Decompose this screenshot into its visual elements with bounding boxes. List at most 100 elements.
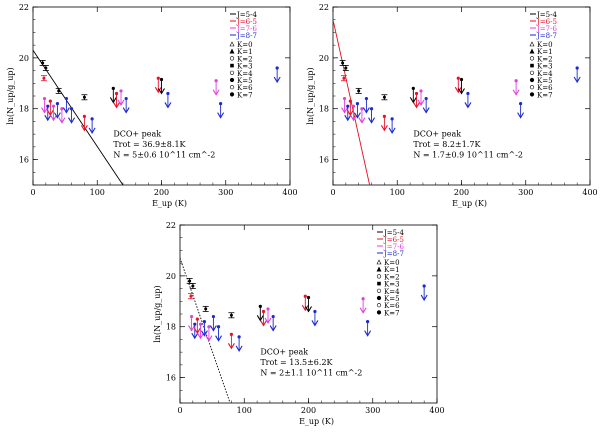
y-tick-label: 18: [319, 105, 329, 114]
x-tick-label: 100: [237, 406, 252, 415]
upper-limit-arrowhead: [80, 125, 88, 132]
fit-line: [33, 49, 124, 185]
upper-limit-arrowhead: [269, 325, 277, 332]
detection-point: [191, 284, 195, 288]
legend-k-label: K=5: [384, 295, 400, 303]
x-tick-label: 100: [90, 188, 105, 197]
upper-limit-arrowhead: [46, 109, 54, 117]
upper-limit-arrowhead: [212, 89, 220, 96]
legend-transition-label: J=7-6: [536, 25, 557, 33]
upper-limit-arrowhead: [53, 112, 61, 119]
legend-symbol: [229, 70, 235, 75]
upper-limit-arrowhead: [417, 99, 425, 106]
y-tick-label: 22: [166, 221, 176, 230]
x-tick-label: 100: [390, 188, 405, 197]
detection-point: [341, 61, 345, 65]
legend-k-label: K=4: [237, 70, 253, 78]
upper-limit-arrowhead: [68, 117, 76, 124]
upper-limit-arrowhead: [191, 332, 199, 340]
x-tick-label: 400: [282, 188, 297, 197]
legend-transition-label: J=6-5: [383, 236, 404, 244]
detection-point: [57, 89, 61, 93]
legend-k-label: K=5: [537, 77, 553, 85]
detection-point: [344, 66, 348, 70]
upper-limit-arrowhead: [512, 89, 520, 96]
upper-limit-arrowhead: [454, 86, 462, 94]
upper-limit-arrowhead: [264, 317, 272, 324]
legend-k-label: K=7: [537, 91, 553, 99]
x-tick-label: 200: [154, 188, 169, 197]
annotation-line: N = 2±1.1 10^11 cm^-2: [260, 369, 362, 378]
panel-bottom: 0 100 200 300 400 16 18 20 22 E_up (K) ln(N_up/g_u…: [153, 221, 445, 426]
legend-symbol: [529, 77, 535, 83]
legend-symbol: [229, 41, 235, 47]
upper-limit-arrowhead: [197, 332, 205, 340]
upper-limit-arrowhead: [164, 102, 172, 109]
legend-transition-label: J=6-5: [236, 18, 257, 26]
y-tick-label: 18: [166, 323, 176, 332]
legend-transition-label: J=8-7: [383, 250, 404, 258]
upper-limit-arrowhead: [215, 335, 223, 342]
legend-transition-label: J=5-4: [236, 11, 257, 19]
legend-k-label: K=2: [384, 273, 400, 281]
upper-limit-arrowhead: [260, 320, 267, 327]
upper-limit-arrowhead: [573, 76, 581, 84]
legend-symbol: [377, 281, 381, 286]
legend-k-label: K=4: [384, 288, 400, 296]
upper-limit-arrowhead: [346, 109, 354, 117]
legend-transition-label: J=6-5: [536, 18, 557, 26]
legend-k-label: K=6: [537, 84, 553, 92]
x-tick-label: 0: [30, 188, 35, 197]
legend-symbol: [529, 92, 535, 97]
legend-k-label: K=0: [537, 41, 553, 49]
legend-symbol: [376, 295, 382, 301]
y-tick-label: 20: [19, 54, 29, 63]
upper-limit-arrowhead: [109, 97, 117, 104]
upper-limit-arrowhead: [188, 325, 196, 332]
legend-k-label: K=0: [237, 41, 253, 49]
x-axis-label: E_up (K): [152, 199, 187, 208]
legend-symbol: [229, 77, 235, 83]
upper-limit-arrowhead: [517, 112, 525, 119]
detection-point: [342, 76, 346, 80]
x-axis-label: E_up (K): [299, 417, 334, 426]
upper-limit-arrowhead: [364, 330, 372, 337]
legend-k-label: K=2: [237, 55, 253, 63]
upper-limit-arrowhead: [122, 107, 130, 114]
legend-symbol: [529, 41, 535, 47]
upper-limit-arrowhead: [235, 345, 243, 352]
legend-transition-label: J=7-6: [236, 25, 257, 33]
upper-limit-arrowhead: [311, 320, 319, 327]
y-tick-label: 22: [319, 3, 329, 12]
legend-symbol: [529, 70, 535, 75]
detection-point: [357, 89, 361, 93]
upper-limit-arrowhead: [154, 86, 162, 94]
detection-point: [41, 61, 45, 65]
annotation-line: DCO+ peak: [260, 348, 308, 357]
legend-transition-label: J=7-6: [383, 243, 404, 251]
legend-transition-label: J=8-7: [536, 32, 557, 40]
x-tick-label: 200: [301, 406, 316, 415]
upper-limit-arrowhead: [205, 335, 213, 342]
legend-symbol: [229, 85, 235, 90]
legend-symbol: [529, 48, 535, 54]
legend-k-label: K=6: [237, 84, 253, 92]
y-tick-label: 16: [319, 156, 329, 165]
legend-k-label: K=2: [537, 55, 553, 63]
upper-limit-arrowhead: [113, 102, 120, 109]
upper-limit-arrowhead: [388, 127, 396, 134]
upper-limit-arrowhead: [353, 112, 361, 119]
annotation-line: DCO+ peak: [113, 130, 161, 139]
legend-symbol: [229, 56, 235, 61]
y-axis-label: ln(N_up/g_up): [306, 67, 315, 124]
annotation-line: Trot = 36.9±8.1K: [113, 140, 186, 149]
y-axis-label: ln(N_up/g_up): [6, 67, 15, 124]
upper-limit-arrowhead: [409, 97, 417, 104]
panel-top-left: 0 100 200 300 400 16 18 20 22 E_up (K) ln(N_up/g_u…: [6, 3, 298, 208]
y-tick-label: 18: [19, 105, 29, 114]
detection-point: [44, 66, 48, 70]
upper-limit-arrowhead: [227, 343, 235, 350]
x-tick-label: 300: [518, 188, 533, 197]
